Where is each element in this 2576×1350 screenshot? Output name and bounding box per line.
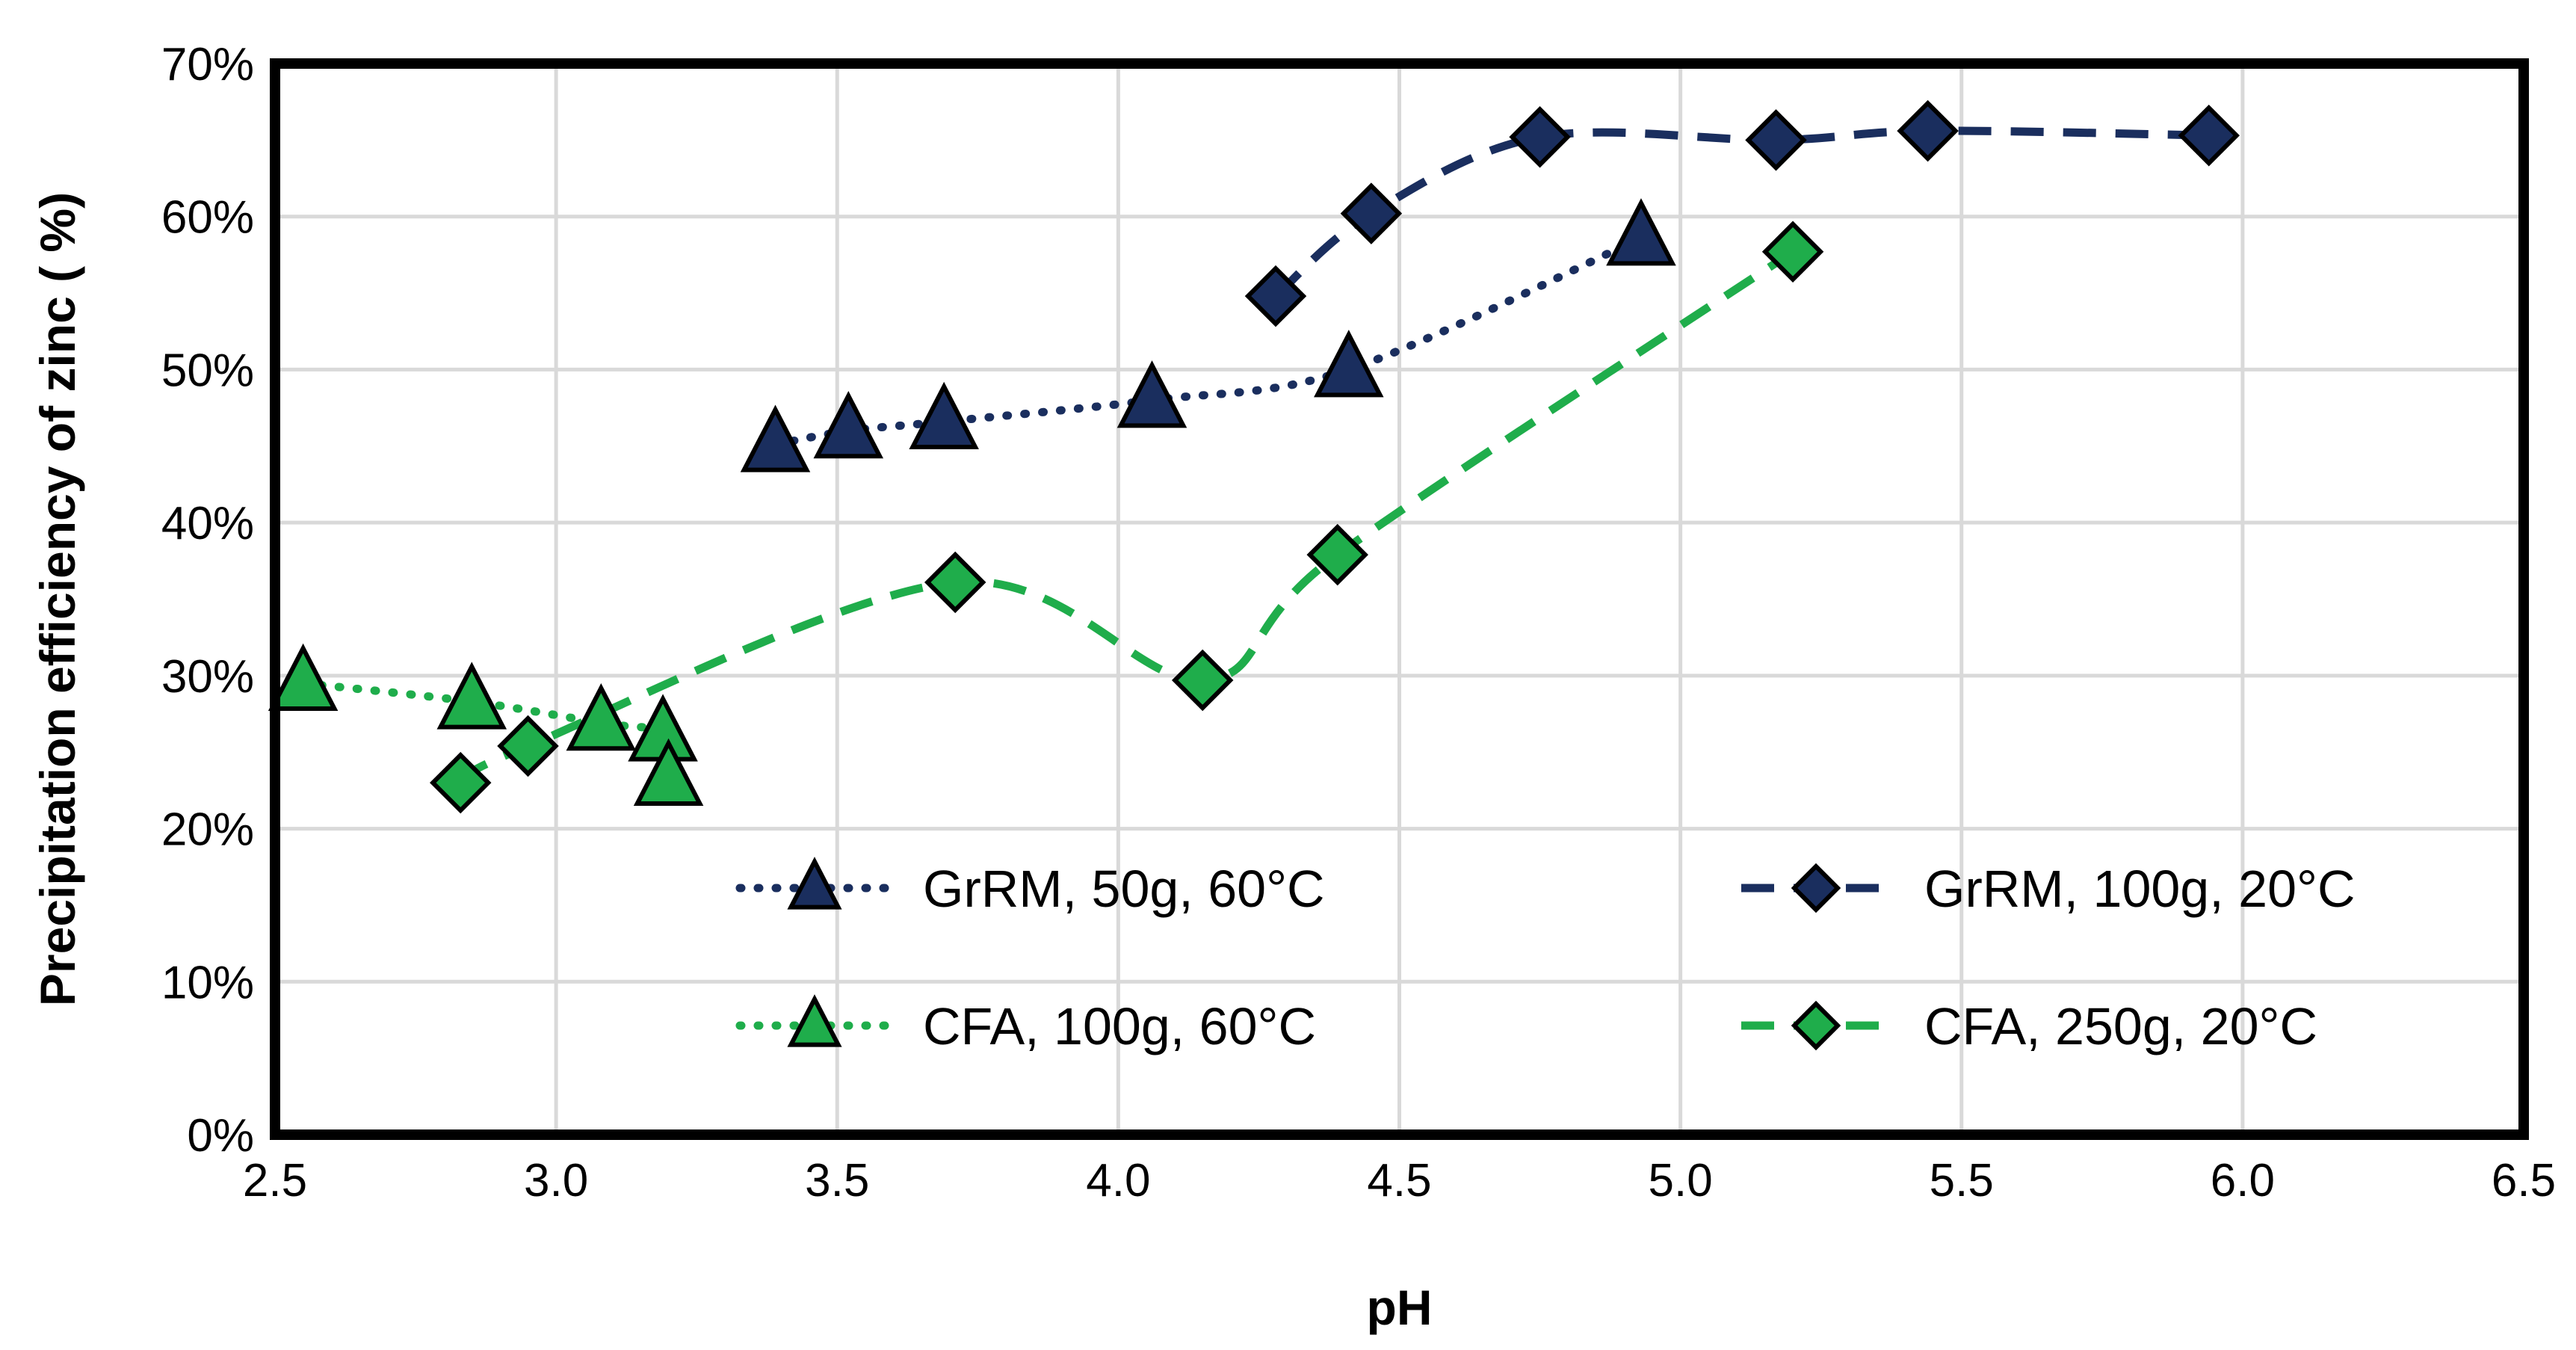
x-axis-title: pH [1367,1280,1433,1335]
data-point [1306,523,1368,586]
y-tick-label: 50% [161,345,254,396]
y-axis-title: Precipitation efficiency of zinc ( %) [30,192,85,1006]
data-point [1509,106,1571,168]
x-tick-label: 4.5 [1367,1155,1431,1206]
y-tick-label: 0% [187,1110,254,1162]
series-markers [268,99,2240,814]
data-point [1761,221,1824,283]
data-point [1897,99,1959,162]
legend-marker [1791,1000,1841,1051]
data-point [924,551,986,614]
x-tick-label: 5.0 [1649,1155,1713,1206]
y-tick-label: 40% [161,498,254,549]
data-point [633,738,704,806]
data-point [268,643,339,712]
x-tick-label: 3.0 [524,1155,588,1206]
legend-label: GrRM, 100g, 20°C [1924,860,2356,918]
data-point [1606,198,1676,266]
data-point [1340,182,1403,244]
data-point [2178,104,2240,167]
x-axis-ticks: 2.5 3.0 3.5 4.0 4.5 5.0 5.5 6.0 6.5 [243,1155,2556,1206]
y-tick-label: 70% [161,39,254,90]
x-tick-label: 4.0 [1086,1155,1150,1206]
data-point [497,715,559,777]
data-point [813,391,884,459]
legend-marker [1791,863,1841,913]
legend-marker [787,994,842,1047]
data-point [1171,649,1234,712]
x-tick-label: 6.0 [2211,1155,2275,1206]
x-tick-label: 6.5 [2492,1155,2556,1206]
data-point [436,662,507,730]
y-tick-label: 60% [161,192,254,244]
y-tick-label: 30% [161,651,254,703]
legend-label: CFA, 250g, 20°C [1924,997,2317,1055]
data-point [1745,109,1807,171]
legend-item: CFA, 100g, 60°C [735,994,1316,1055]
y-tick-label: 10% [161,957,254,1008]
x-tick-label: 5.5 [1930,1155,1994,1206]
series-line [458,248,1796,786]
legend-label: GrRM, 50g, 60°C [923,860,1325,918]
data-point [1244,265,1307,327]
legend-item: GrRM, 100g, 20°C [1741,860,2356,918]
data-point [1116,360,1187,428]
y-axis-ticks: 0% 10% 20% 30% 40% 50% 60% 70% [161,39,254,1162]
legend-item: GrRM, 50g, 60°C [735,857,1325,918]
data-point [1314,330,1384,398]
legend-label: CFA, 100g, 60°C [923,997,1316,1055]
y-tick-label: 20% [161,804,254,856]
data-point [909,381,979,449]
data-point [566,683,637,751]
data-point [740,404,811,472]
plot-frame [270,58,2529,1140]
x-tick-label: 3.5 [805,1155,869,1206]
x-tick-label: 2.5 [243,1155,307,1206]
legend: GrRM, 50g, 60°C GrRM, 100g, 20°C CFA, 100g… [735,857,2356,1055]
legend-marker [787,857,842,910]
legend-item: CFA, 250g, 20°C [1741,997,2317,1055]
data-point [429,751,492,814]
